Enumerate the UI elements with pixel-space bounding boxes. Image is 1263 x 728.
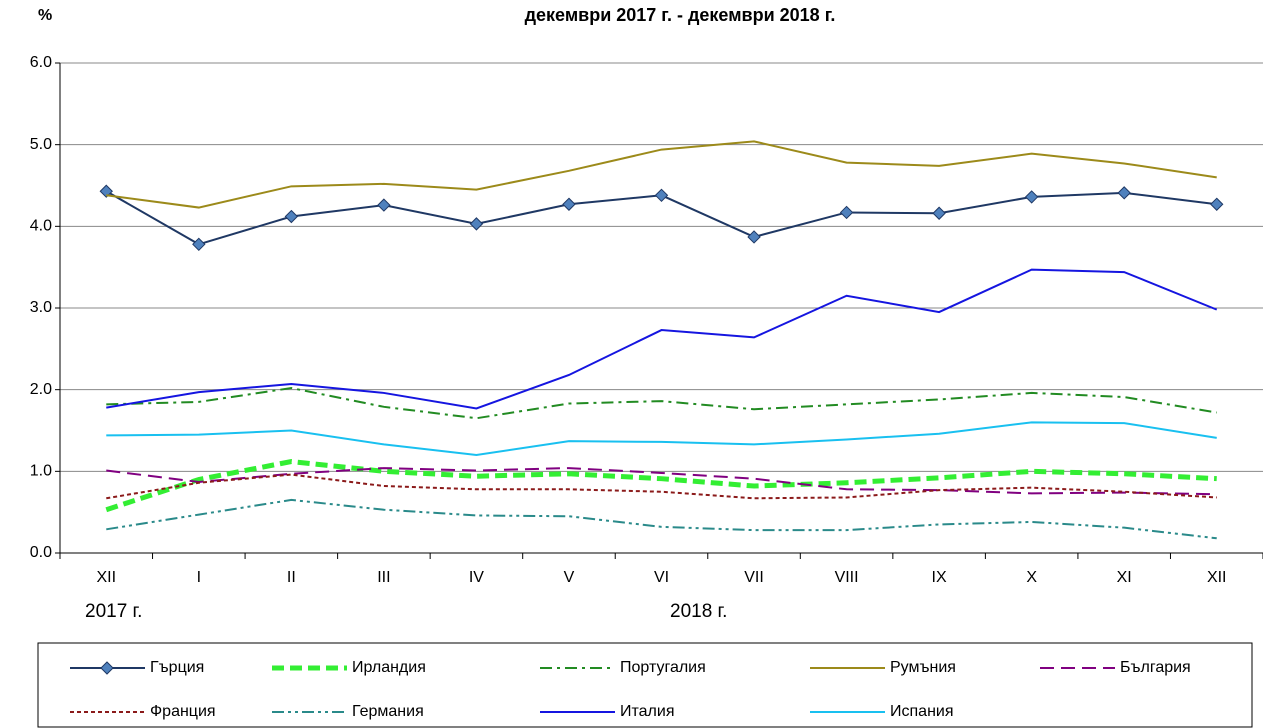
y-tick-label: 4.0 — [30, 218, 52, 235]
series-line — [106, 268, 1218, 410]
point-marker — [1024, 190, 1039, 204]
x-tick-label: XI — [1117, 569, 1132, 586]
legend-marker — [100, 661, 114, 675]
series-line — [105, 459, 1217, 513]
point-marker — [1117, 186, 1131, 200]
point-marker — [99, 184, 113, 198]
legend-label: Румъния — [890, 659, 956, 676]
y-tick-label: 2.0 — [30, 381, 52, 398]
x-tick-label: III — [377, 569, 390, 586]
x-tick-label: I — [197, 569, 201, 586]
x-tick-label: IX — [932, 569, 947, 586]
y-tick-label: 0.0 — [30, 544, 52, 561]
point-marker — [654, 188, 669, 203]
series-line — [106, 140, 1217, 209]
point-marker — [747, 230, 761, 244]
y-tick-label: 3.0 — [30, 299, 52, 316]
y-axis-label: % — [38, 7, 52, 24]
y-tick-label: 1.0 — [30, 463, 52, 480]
x-tick-label: XII — [96, 569, 116, 586]
x-tick-label: II — [287, 569, 296, 586]
point-marker — [469, 217, 484, 231]
point-marker — [562, 197, 576, 211]
y-tick-label: 6.0 — [30, 54, 52, 71]
year-label: 2017 г. — [85, 601, 142, 622]
x-tick-label: V — [564, 569, 575, 586]
y-tick-label: 5.0 — [30, 136, 52, 153]
legend-label: Португалия — [620, 659, 706, 676]
point-marker — [192, 237, 206, 252]
year-label: 2018 г. — [670, 601, 727, 622]
x-tick-label: XII — [1207, 569, 1227, 586]
series-line — [106, 421, 1217, 457]
legend-label: Ирландия — [352, 659, 426, 676]
x-tick-label: IV — [469, 569, 484, 586]
x-tick-label: VI — [654, 569, 669, 586]
legend-label: Испания — [890, 703, 954, 720]
point-marker — [1210, 197, 1224, 211]
legend-label: Италия — [620, 703, 674, 720]
point-marker — [377, 198, 391, 212]
x-tick-label: X — [1026, 569, 1037, 586]
legend-label: Франция — [150, 703, 216, 720]
point-marker — [839, 205, 854, 220]
x-tick-label: VIII — [835, 569, 859, 586]
legend-label: Гърция — [150, 659, 204, 676]
series-line — [106, 387, 1217, 420]
series-line — [106, 467, 1217, 496]
legend-label: България — [1120, 659, 1191, 676]
point-marker — [932, 206, 946, 220]
legend-label: Германия — [352, 703, 424, 720]
chart-title: декември 2017 г. - декември 2018 г. — [525, 5, 836, 25]
point-marker — [284, 209, 299, 224]
x-tick-label: VII — [744, 569, 764, 586]
series-line — [106, 498, 1217, 540]
legend-box — [37, 642, 1253, 728]
